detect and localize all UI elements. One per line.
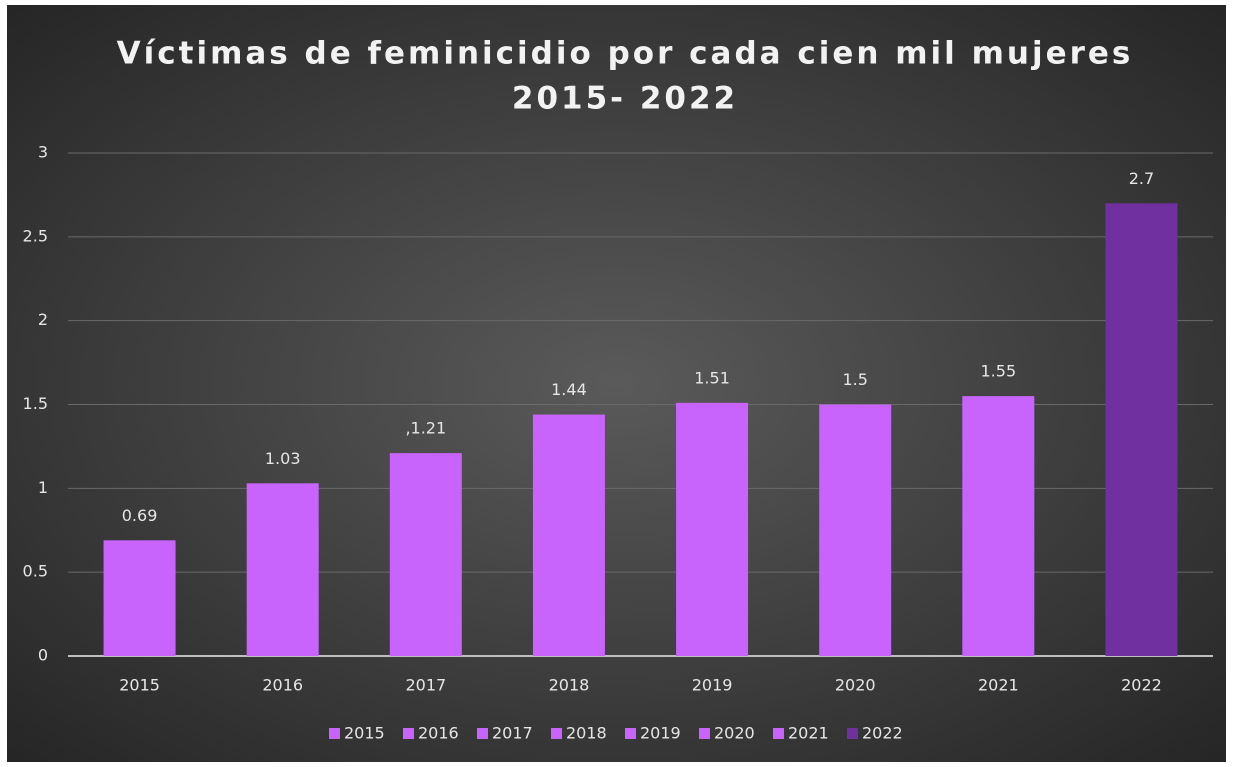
- legend-label: 2021: [788, 724, 829, 743]
- legend-label: 2015: [344, 724, 385, 743]
- legend-swatch: [699, 728, 710, 739]
- bar: [246, 483, 319, 656]
- legend-swatch: [329, 728, 340, 739]
- bar: [1105, 203, 1178, 657]
- data-label: 1.51: [694, 368, 730, 387]
- legend-swatch: [551, 728, 562, 739]
- data-label: 1.03: [265, 449, 301, 468]
- legend-label: 2016: [418, 724, 459, 743]
- y-tick-label: 0.5: [23, 562, 48, 581]
- x-tick-label: 2022: [1121, 676, 1162, 695]
- chart-background: [7, 5, 1226, 762]
- data-label: 0.69: [122, 506, 158, 525]
- y-tick-label: 3: [38, 143, 48, 162]
- data-label: 2.7: [1129, 169, 1154, 188]
- legend-label: 2022: [862, 724, 903, 743]
- legend-swatch: [403, 728, 414, 739]
- bar: [962, 396, 1035, 656]
- legend-swatch: [477, 728, 488, 739]
- x-tick-label: 2015: [119, 676, 160, 695]
- legend-swatch: [847, 728, 858, 739]
- x-tick-label: 2018: [549, 676, 590, 695]
- x-tick-label: 2019: [692, 676, 733, 695]
- x-tick-label: 2020: [835, 676, 876, 695]
- data-label: 1.5: [842, 370, 867, 389]
- x-tick-label: 2016: [262, 676, 303, 695]
- bar: [389, 453, 462, 656]
- x-tick-label: 2021: [978, 676, 1019, 695]
- x-tick-label: 2017: [405, 676, 446, 695]
- legend-swatch: [773, 728, 784, 739]
- y-tick-label: 2.5: [23, 226, 48, 245]
- legend-label: 2018: [566, 724, 607, 743]
- bar: [819, 404, 892, 656]
- bar: [676, 402, 749, 656]
- y-tick-label: 1.5: [23, 394, 48, 413]
- legend-label: 2017: [492, 724, 533, 743]
- data-label: 1.44: [551, 380, 587, 399]
- y-tick-label: 1: [38, 478, 48, 497]
- legend-label: 2020: [714, 724, 755, 743]
- legend-label: 2019: [640, 724, 681, 743]
- y-tick-label: 2: [38, 310, 48, 329]
- bar: [532, 414, 605, 656]
- y-tick-label: 0: [38, 646, 48, 665]
- legend-swatch: [625, 728, 636, 739]
- data-label: ,1.21: [405, 419, 446, 438]
- bar: [103, 540, 176, 656]
- data-label: 1.55: [981, 362, 1017, 381]
- chart-subtitle: 2015- 2022: [512, 81, 738, 117]
- chart-title: Víctimas de feminicidio por cada cien mi…: [117, 36, 1134, 72]
